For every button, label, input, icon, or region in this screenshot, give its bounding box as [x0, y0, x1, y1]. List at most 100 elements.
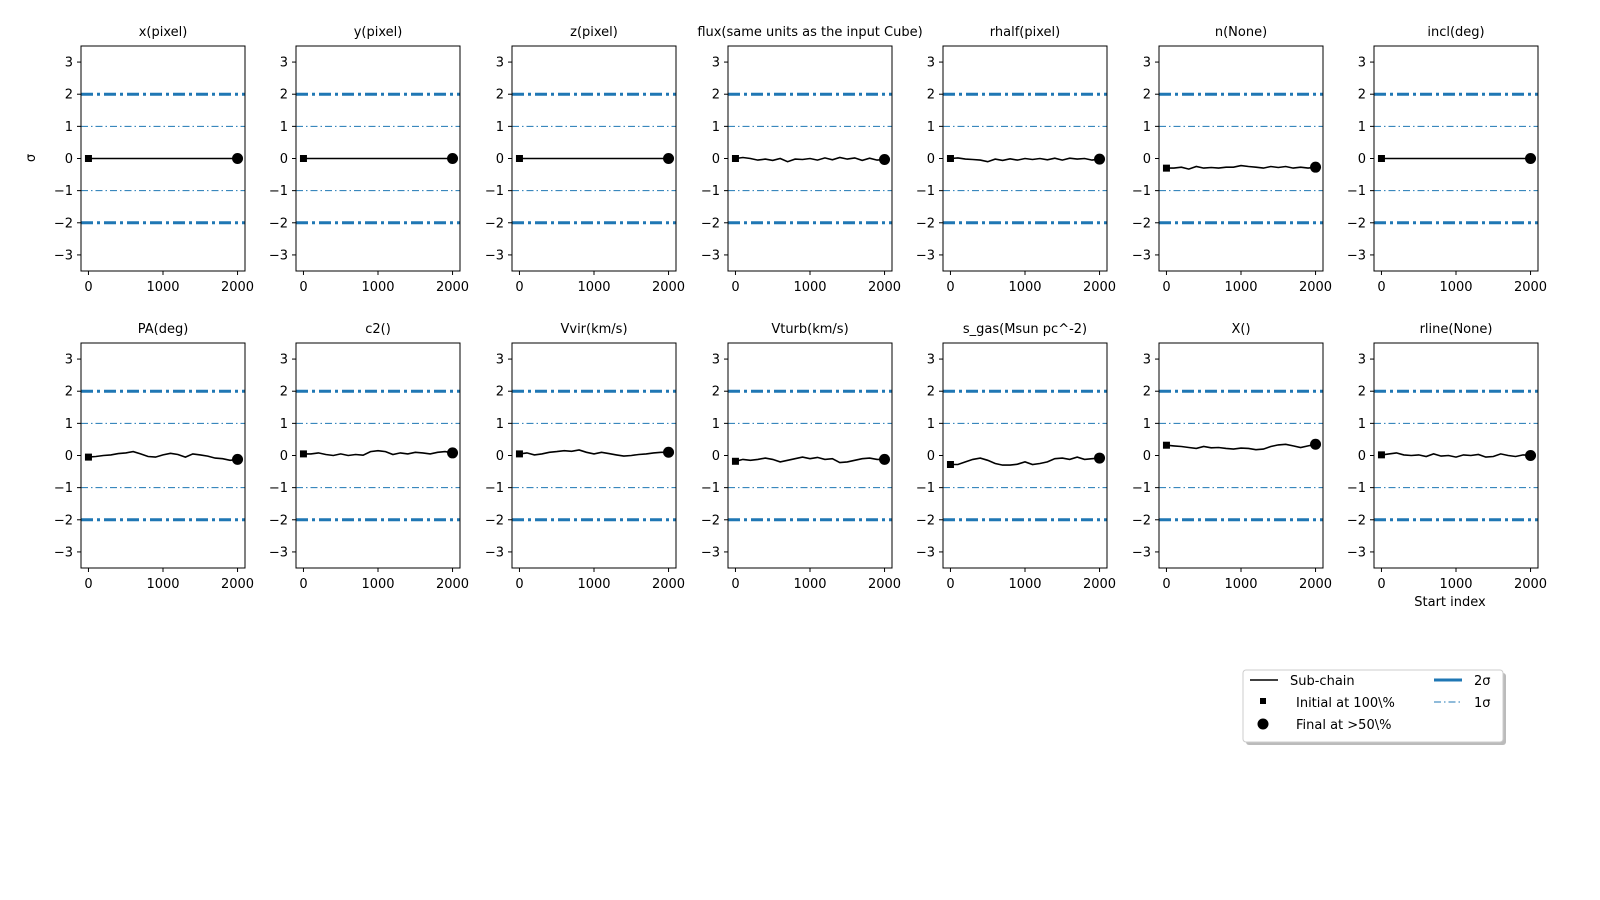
x-tick-label: 2000	[1083, 577, 1116, 592]
panel-title: x(pixel)	[139, 25, 188, 40]
x-tick-label: 2000	[868, 280, 901, 295]
y-tick-label: −3	[1347, 545, 1366, 560]
x-tick-label: 0	[946, 577, 954, 592]
y-tick-label: 3	[1143, 353, 1151, 368]
final-marker	[1094, 153, 1106, 165]
y-tick-label: 2	[280, 88, 288, 103]
y-tick-label: −3	[1347, 248, 1366, 263]
panel-title: flux(same units as the input Cube)	[697, 25, 922, 40]
y-tick-label: −1	[269, 184, 288, 199]
y-tick-label: 0	[712, 152, 720, 167]
legend-square-marker-icon	[1260, 698, 1266, 704]
subchain-line	[88, 450, 238, 462]
y-tick-label: 0	[1143, 449, 1151, 464]
final-marker	[1094, 452, 1106, 464]
y-tick-label: 3	[496, 56, 504, 71]
axes-frame	[295, 342, 461, 569]
y-tick-label: −1	[916, 184, 935, 199]
x-tick-label: 1000	[1008, 577, 1041, 592]
subchain-line	[1166, 443, 1316, 451]
panel: y(pixel) 3 2 1 0 −1 −2 −3 0 1000 2000	[269, 25, 469, 295]
x-tick-label: 1000	[577, 577, 610, 592]
panel: PA(deg) 3 2 1 0 −1 −2 −3 0 1000 2000	[54, 322, 254, 592]
y-tick-label: 2	[65, 385, 73, 400]
y-tick-label: −3	[54, 248, 73, 263]
panel: Vturb(km/s) 3 2 1 0 −1 −2 −3 0 1000 2000	[701, 322, 901, 592]
y-tick-label: 1	[1143, 417, 1151, 432]
panel: s_gas(Msun pc^-2) 3 2 1 0 −1 −2 −3 0 1000 2000	[916, 322, 1116, 592]
subchain-line	[950, 456, 1100, 466]
initial-marker	[299, 450, 307, 458]
y-tick-label: 0	[927, 449, 935, 464]
y-tick-label: 3	[65, 56, 73, 71]
x-tick-label: 2000	[652, 577, 685, 592]
panel-title: rline(None)	[1420, 322, 1493, 337]
y-tick-label: 3	[280, 56, 288, 71]
y-tick-label: 1	[1358, 417, 1366, 432]
y-tick-label: 1	[1143, 120, 1151, 135]
y-tick-label: 1	[280, 120, 288, 135]
y-tick-label: −3	[1132, 545, 1151, 560]
panel-title: n(None)	[1215, 25, 1267, 40]
y-tick-label: −3	[485, 545, 504, 560]
x-tick-label: 2000	[221, 280, 254, 295]
y-tick-label: 1	[712, 417, 720, 432]
y-tick-label: 3	[927, 353, 935, 368]
axes-frame	[727, 342, 893, 569]
y-tick-label: 2	[1143, 88, 1151, 103]
panel-title: c2()	[365, 322, 391, 337]
panel: x(pixel) 3 2 1 0 −1 −2 −3 0 1000 2000	[54, 25, 254, 295]
initial-marker	[84, 453, 92, 461]
subchain-line	[1381, 452, 1531, 458]
legend-final-label: Final at >50\%	[1296, 718, 1391, 733]
y-tick-label: 1	[280, 417, 288, 432]
y-tick-label: −2	[485, 216, 504, 231]
y-tick-label: −1	[1347, 184, 1366, 199]
panel-title: Vvir(km/s)	[560, 322, 627, 337]
x-tick-label: 2000	[1514, 280, 1547, 295]
panel-title: rhalf(pixel)	[990, 25, 1060, 40]
y-tick-label: −3	[916, 545, 935, 560]
subchain-line	[950, 157, 1100, 163]
panel: rhalf(pixel) 3 2 1 0 −1 −2 −3 0 1000 2000	[916, 25, 1116, 295]
x-tick-label: 1000	[361, 280, 394, 295]
y-tick-label: 0	[927, 152, 935, 167]
y-tick-label: 2	[1143, 385, 1151, 400]
y-tick-label: −3	[269, 545, 288, 560]
y-tick-label: 1	[65, 417, 73, 432]
y-axis-label: σ	[24, 154, 39, 162]
final-marker	[447, 447, 459, 459]
subchain-line	[1166, 164, 1316, 170]
y-tick-label: 2	[1358, 88, 1366, 103]
x-axis-label: Start index	[1414, 595, 1486, 610]
y-tick-label: −2	[916, 513, 935, 528]
y-tick-label: 0	[65, 152, 73, 167]
initial-marker	[946, 461, 954, 468]
x-tick-label: 2000	[436, 577, 469, 592]
y-tick-label: −3	[54, 545, 73, 560]
y-tick-label: 1	[712, 120, 720, 135]
y-tick-label: 3	[280, 353, 288, 368]
final-marker	[447, 153, 459, 164]
y-tick-label: −3	[701, 248, 720, 263]
y-tick-label: −2	[701, 216, 720, 231]
x-tick-label: 0	[1162, 577, 1170, 592]
panel: Vvir(km/s) 3 2 1 0 −1 −2 −3 0 1000 2000	[485, 322, 685, 592]
x-tick-label: 2000	[436, 280, 469, 295]
y-tick-label: −2	[269, 513, 288, 528]
y-tick-label: 3	[927, 56, 935, 71]
initial-marker	[84, 155, 92, 162]
y-tick-label: −1	[701, 184, 720, 199]
y-tick-label: −1	[1132, 481, 1151, 496]
y-tick-label: −1	[269, 481, 288, 496]
y-tick-label: 3	[1358, 353, 1366, 368]
y-tick-label: 2	[65, 88, 73, 103]
y-tick-label: 1	[927, 417, 935, 432]
x-tick-label: 1000	[1224, 280, 1257, 295]
panel-title: y(pixel)	[354, 25, 403, 40]
x-tick-label: 0	[515, 280, 523, 295]
x-tick-label: 1000	[1439, 280, 1472, 295]
y-tick-label: 1	[496, 417, 504, 432]
y-tick-label: −3	[269, 248, 288, 263]
x-tick-label: 1000	[793, 577, 826, 592]
